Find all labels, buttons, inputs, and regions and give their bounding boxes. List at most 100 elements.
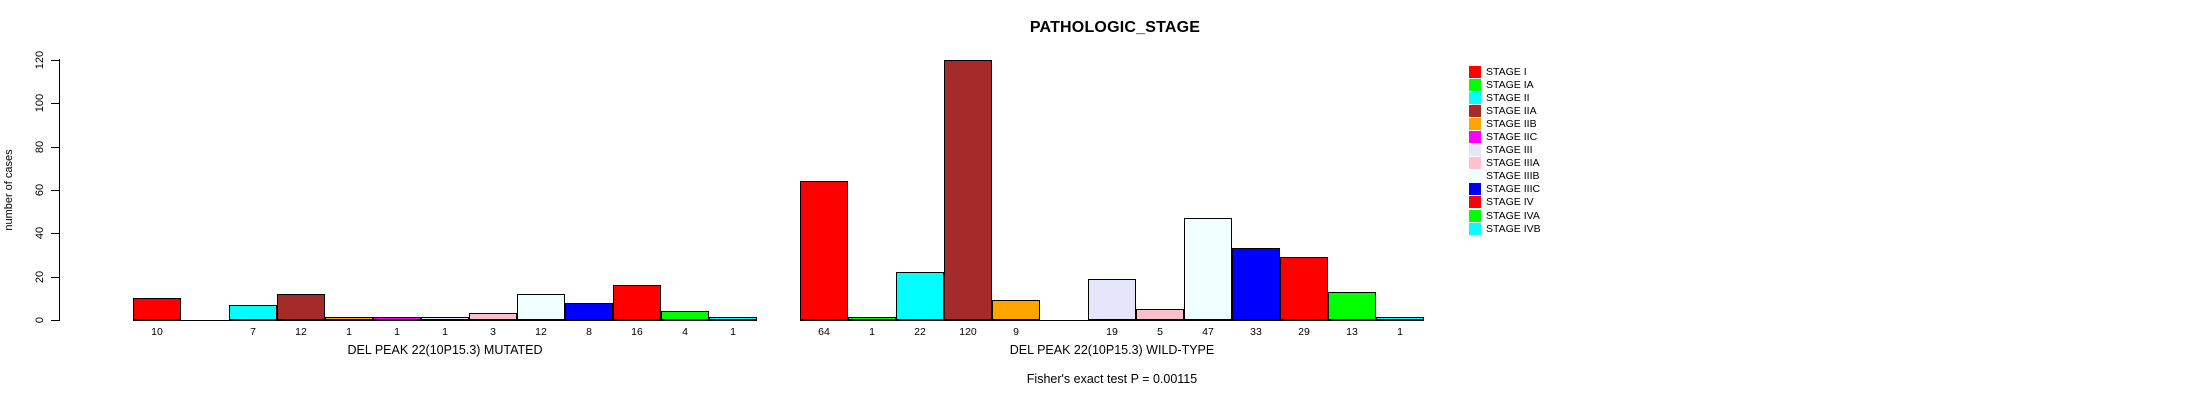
- bar-stage-iiib--wild-type: [1184, 218, 1232, 320]
- y-tick-20: [51, 276, 59, 278]
- bar-stage-iva--wild-type: [1328, 292, 1376, 320]
- y-tick-label-60: 60: [34, 183, 46, 197]
- legend-item-stage-ivb: STAGE IVB: [1469, 222, 1541, 235]
- bar-stage-iii--mutated: [421, 317, 469, 320]
- legend-label-stage-ii: STAGE II: [1486, 91, 1530, 104]
- x-axis-title-wild-type: DEL PEAK 22(10P15.3) WILD-TYPE: [1009, 343, 1215, 357]
- bar-stage-iiia--mutated: [469, 313, 517, 320]
- bar-stage-iiic--wild-type: [1232, 248, 1280, 320]
- bar-value-stage-iiib--wild-type: 47: [1202, 326, 1214, 338]
- legend-swatch-stage-ii: [1469, 91, 1481, 104]
- bar-stage-ii--wild-type: [896, 272, 944, 320]
- legend-label-stage-iiib: STAGE IIIB: [1486, 170, 1540, 183]
- y-tick-0: [51, 320, 59, 321]
- bar-value-stage-iiia--mutated: 3: [490, 326, 496, 338]
- bar-value-stage-iia--mutated: 12: [295, 326, 307, 338]
- legend-label-stage-ivb: STAGE IVB: [1486, 222, 1541, 235]
- bar-value-stage-i--mutated: 10: [151, 326, 163, 338]
- legend-swatch-stage-iiib: [1469, 170, 1481, 183]
- bar-value-stage-i--wild-type: 64: [818, 326, 830, 338]
- bar-value-stage-iiic--mutated: 8: [586, 326, 592, 338]
- legend-item-stage-iic: STAGE IIC: [1469, 130, 1541, 144]
- y-tick-100: [51, 103, 59, 105]
- page-title: PATHOLOGIC_STAGE: [1029, 19, 1201, 36]
- legend-swatch-stage-iiic: [1469, 183, 1481, 196]
- bar-stage-iic--mutated: [373, 317, 421, 320]
- legend-item-stage-iii: STAGE III: [1469, 144, 1541, 157]
- bar-stage-iva--mutated: [661, 311, 709, 320]
- bar-value-stage-iiia--wild-type: 5: [1157, 326, 1163, 338]
- legend-swatch-stage-iiia: [1469, 157, 1481, 170]
- legend-item-stage-iia: STAGE IIA: [1469, 104, 1541, 117]
- bar-stage-iib--mutated: [325, 317, 373, 320]
- bar-value-stage-iii--mutated: 1: [442, 326, 448, 338]
- y-tick-label-100: 100: [34, 94, 46, 113]
- bar-stage-iiia--wild-type: [1136, 309, 1184, 320]
- legend-label-stage-iva: STAGE IVA: [1486, 209, 1540, 222]
- legend-swatch-stage-iv: [1469, 196, 1481, 209]
- y-tick-label-120: 120: [34, 50, 46, 70]
- bar-stage-iii--wild-type: [1088, 279, 1136, 320]
- bar-stage-ii--mutated: [229, 305, 277, 320]
- fisher-test-annotation: Fisher's exact test P = 0.00115: [1026, 372, 1198, 386]
- y-tick-80: [51, 146, 59, 148]
- bar-value-stage-iiib--mutated: 12: [535, 326, 547, 338]
- legend-label-stage-iic: STAGE IIC: [1486, 131, 1538, 144]
- bar-stage-i--wild-type: [800, 181, 848, 320]
- legend-swatch-stage-i: [1469, 65, 1481, 78]
- legend-item-stage-iiic: STAGE IIIC: [1469, 183, 1541, 196]
- legend-item-stage-ii: STAGE II: [1469, 91, 1541, 104]
- bar-stage-i--mutated: [133, 298, 181, 320]
- legend-item-stage-iv: STAGE IV: [1469, 196, 1541, 209]
- legend-label-stage-iv: STAGE IV: [1486, 196, 1534, 209]
- bar-stage-iiic--mutated: [565, 303, 613, 320]
- legend-label-stage-iiia: STAGE IIIA: [1486, 157, 1540, 170]
- bar-value-stage-iva--wild-type: 13: [1346, 326, 1358, 338]
- bar-value-stage-iib--wild-type: 9: [1013, 326, 1019, 338]
- legend-swatch-stage-iii: [1469, 144, 1481, 157]
- y-tick-label-0: 0: [34, 316, 46, 324]
- bar-value-stage-iiic--wild-type: 33: [1250, 326, 1262, 338]
- x-axis-title-mutated: DEL PEAK 22(10P15.3) MUTATED: [347, 343, 543, 357]
- legend-label-stage-iia: STAGE IIA: [1486, 104, 1537, 117]
- y-tick-label-80: 80: [34, 140, 46, 153]
- legend-swatch-stage-iia: [1469, 104, 1481, 117]
- bar-value-stage-iv--wild-type: 29: [1298, 326, 1310, 338]
- bar-value-stage-iii--wild-type: 19: [1106, 326, 1118, 338]
- bar-stage-iia--wild-type: [944, 60, 992, 320]
- bar-stage-iv--wild-type: [1280, 257, 1328, 320]
- x-baseline--wild-type: [800, 320, 1424, 321]
- y-tick-label-20: 20: [34, 270, 46, 283]
- bar-stage-ivb--mutated: [709, 317, 757, 320]
- legend-swatch-stage-iic: [1469, 131, 1481, 144]
- legend-item-stage-i: STAGE I: [1469, 65, 1541, 78]
- bar-stage-iiib--mutated: [517, 294, 565, 320]
- bar-value-stage-iib--mutated: 1: [346, 326, 352, 338]
- bar-value-stage-iic--mutated: 1: [394, 326, 400, 338]
- bar-value-stage-ii--wild-type: 22: [914, 326, 926, 338]
- legend-label-stage-iib: STAGE IIB: [1486, 117, 1537, 130]
- legend-item-stage-iib: STAGE IIB: [1469, 117, 1541, 130]
- legend-label-stage-iiic: STAGE IIIC: [1486, 183, 1541, 196]
- legend-swatch-stage-iva: [1469, 209, 1481, 222]
- y-tick-120: [51, 60, 59, 61]
- bar-value-stage-iv--mutated: 16: [631, 326, 643, 338]
- bar-value-stage-iia--wild-type: 120: [959, 326, 977, 338]
- bar-value-stage-ia--wild-type: 1: [869, 326, 875, 338]
- y-tick-label-40: 40: [34, 227, 46, 240]
- bar-value-stage-ivb--mutated: 1: [730, 326, 736, 338]
- bar-stage-ivb--wild-type: [1376, 317, 1424, 320]
- bar-value-stage-ivb--wild-type: 1: [1397, 326, 1403, 338]
- legend-label-stage-i: STAGE I: [1486, 65, 1527, 78]
- bar-stage-ia--wild-type: [848, 317, 896, 320]
- legend-label-stage-ia: STAGE IA: [1486, 78, 1534, 91]
- bar-stage-iib--wild-type: [992, 300, 1040, 320]
- legend-item-stage-iva: STAGE IVA: [1469, 209, 1541, 222]
- y-axis-line: [59, 59, 60, 321]
- legend-swatch-stage-iib: [1469, 117, 1481, 130]
- y-tick-60: [51, 190, 59, 191]
- legend-item-stage-ia: STAGE IA: [1469, 78, 1541, 91]
- bar-value-stage-iva--mutated: 4: [682, 326, 688, 338]
- y-tick-40: [51, 233, 59, 235]
